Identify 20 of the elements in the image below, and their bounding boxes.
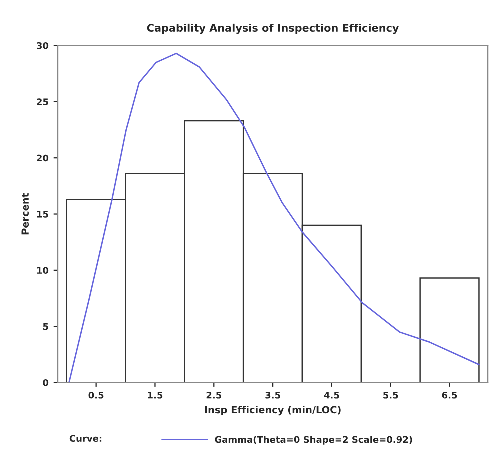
chart-title: Capability Analysis of Inspection Efficiency	[147, 24, 400, 34]
y-tick-label: 5	[43, 323, 48, 330]
x-tick-label: 5.5	[384, 392, 398, 399]
x-tick-label: 6.5	[442, 392, 458, 399]
x-tick-label: 3.5	[266, 392, 280, 399]
y-tick-label: 15	[37, 211, 48, 218]
x-axis-title: Insp Efficiency (min/LOC)	[205, 406, 341, 416]
y-tick-label: 20	[37, 154, 49, 162]
y-tick-label: 0	[43, 380, 49, 386]
legend-title: Curve:	[70, 435, 102, 442]
y-tick-label: 10	[37, 267, 49, 274]
x-tick-label: 2.5	[206, 392, 222, 399]
y-tick-label: 30	[37, 42, 49, 50]
y-tick-label: 25	[37, 98, 48, 106]
x-tick-label: 0.5	[88, 392, 104, 399]
line-series	[68, 52, 480, 383]
x-tick-label: 1.5	[148, 392, 163, 399]
legend-label: Gamma(Theta=0 Shape=2 Scale=0.92)	[215, 436, 412, 445]
y-axis-title: Percent	[22, 193, 29, 235]
x-tick-label: 4.5	[324, 392, 340, 399]
